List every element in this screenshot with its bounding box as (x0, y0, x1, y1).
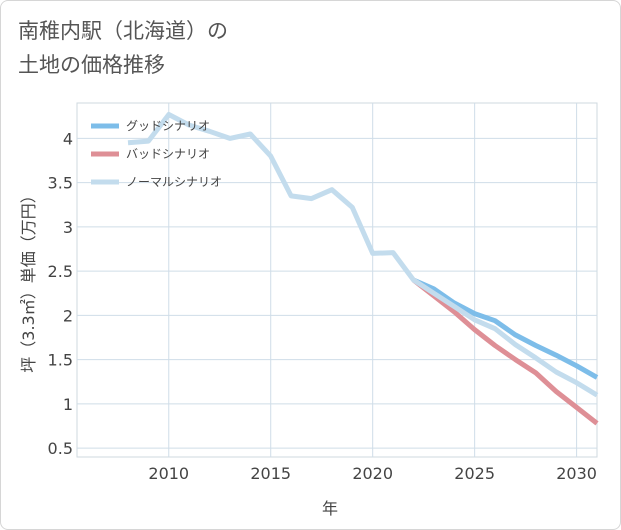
grid (76, 102, 598, 458)
x-tick-label: 2030 (556, 464, 597, 483)
y-tick-label: 2 (63, 306, 73, 325)
y-tick-label: 1 (63, 395, 73, 414)
x-tick-label: 2020 (352, 464, 393, 483)
x-tick-label: 2025 (454, 464, 495, 483)
y-tick-label: 1.5 (48, 351, 73, 370)
y-axis-title: 坪（3.3㎡）単価（万円） (19, 187, 38, 372)
series-line-3 (127, 112, 599, 398)
x-axis-title: 年 (322, 499, 338, 518)
y-tick-label: 4 (63, 129, 73, 148)
y-tick-label: 0.5 (48, 439, 73, 458)
series (127, 112, 599, 426)
y-tick-label: 3 (63, 218, 73, 237)
y-tick-label: 2.5 (48, 262, 73, 281)
x-tick-label: 2010 (148, 464, 189, 483)
series-line-1 (412, 277, 599, 380)
legend-label: バッドシナリオ (126, 147, 210, 161)
chart-title: 南稚内駅（北海道）の 土地の価格推移 (18, 14, 438, 82)
axes: 2010 2015 2020 2025 2030 0.5 1 1.5 2 2.5 3 3.5 4 年 坪（3… (19, 129, 597, 518)
chart-title-line-2: 土地の価格推移 (18, 53, 165, 77)
series-line-2 (411, 278, 599, 426)
chart-title-line-1: 南稚内駅（北海道）の (18, 19, 228, 43)
y-tick-label: 3.5 (48, 174, 73, 193)
legend-label: ノーマルシナリオ (126, 175, 222, 189)
x-tick-label: 2015 (250, 464, 291, 483)
legend-label: グッドシナリオ (126, 119, 210, 133)
plot-area (76, 102, 598, 458)
